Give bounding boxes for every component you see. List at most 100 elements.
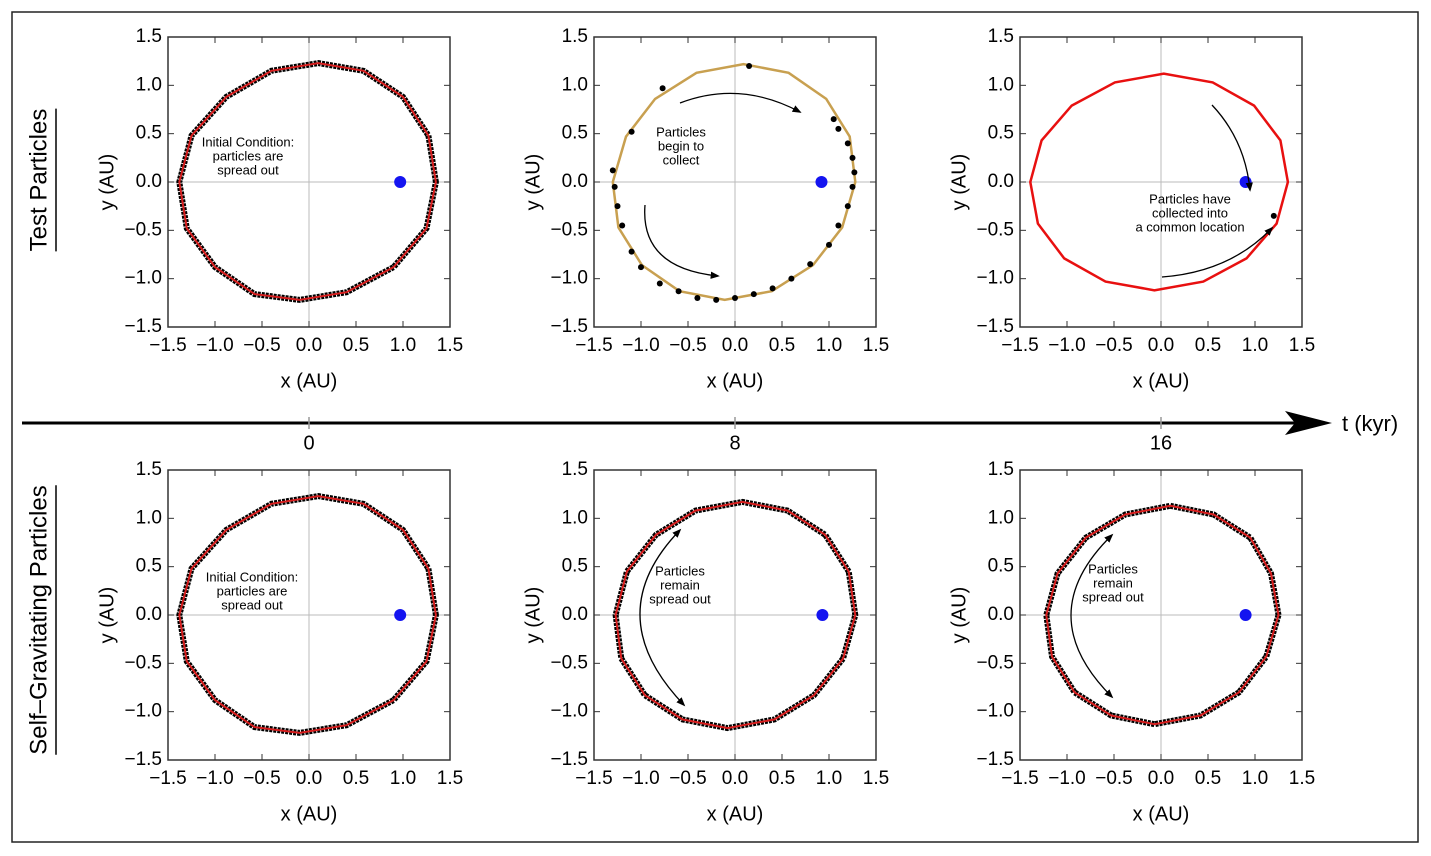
x-tick-label: 1.5 [1289,335,1315,356]
x-tick-label: 0.0 [722,335,748,356]
y-label-group: y (AU) [522,587,544,644]
x-tick-label: −1.0 [1048,768,1086,789]
x-tick-label: −1.5 [149,768,187,789]
annotation-arrow [639,528,686,707]
annotation: spread out [221,597,283,612]
row-label-group: Test Particles [25,108,57,252]
x-axis-label: x (AU) [707,803,764,825]
y-label-group: y (AU) [522,154,544,211]
y-tick-label: 0.0 [562,604,588,625]
y-tick-label: −1.5 [124,749,162,770]
particle [807,261,814,268]
particle [628,128,635,135]
y-tick-label: −1.0 [976,268,1014,289]
y-tick-label: −1.0 [550,701,588,722]
particle [732,295,738,301]
y-tick-label: −1.0 [124,268,162,289]
particle [694,295,701,301]
x-tick-label: −0.5 [1095,335,1133,356]
y-tick-label: −1.5 [976,749,1014,770]
y-tick-label: −0.5 [550,219,588,240]
orbit [178,62,437,301]
orbit [611,62,857,302]
particle [656,280,663,287]
x-tick-label: 1.0 [1242,335,1268,356]
y-tick-label: −1.5 [550,749,588,770]
annotation: particles are [217,583,288,598]
particle [675,288,682,295]
panel: −1.5 −1.0 −0.5 0.0 0.5 1.0 1.5 −1.5 −1.0 −0.5 0.0 0… [96,459,463,825]
x-tick-label: 1.5 [437,335,463,356]
y-tick-label: −0.5 [976,219,1014,240]
annotation: particles are [213,148,284,163]
particle [844,203,851,210]
annotation-arrow [1070,533,1114,699]
particle [638,264,644,271]
annotation: Particles [1088,561,1138,576]
x-axis-label: x (AU) [1133,370,1190,392]
annotation: collect [663,152,700,167]
annotation-arrow [1161,226,1274,278]
figure-border [11,11,1419,843]
particle [628,248,635,255]
y-tick-label: 0.5 [562,123,588,144]
x-tick-label: −0.5 [1095,768,1133,789]
annotation: begin to [658,138,704,153]
particle [788,275,795,282]
x-axis-label: x (AU) [281,370,338,392]
y-tick-label: 0.0 [988,171,1014,192]
y-label-group: y (AU) [96,154,118,211]
x-tick-label: −1.0 [196,335,234,356]
y-tick-label: −0.5 [550,652,588,673]
y-tick-label: 0.5 [988,123,1014,144]
y-tick-label: −1.0 [976,701,1014,722]
x-tick-label: 0.0 [1148,335,1174,356]
x-tick-label: 0.0 [722,768,748,789]
y-axis-label: y (AU) [948,587,970,644]
x-tick-label: 0.5 [1195,768,1221,789]
time-tick-label: 16 [1150,432,1172,454]
particle [614,203,621,210]
annotation: remain [660,577,700,592]
x-tick-label: −1.5 [1001,768,1039,789]
annotation: Particles [655,563,705,578]
y-tick-label: −1.5 [124,316,162,337]
y-axis-label: y (AU) [96,154,118,211]
annotation: a common location [1135,219,1244,234]
particle [849,183,856,190]
particle [849,154,856,161]
particle [746,63,753,69]
particle [619,222,626,229]
y-tick-label: 0.0 [988,604,1014,625]
y-axis-label: y (AU) [948,154,970,211]
y-tick-label: −1.0 [124,701,162,722]
y-tick-label: 1.5 [988,26,1014,47]
star [394,176,407,188]
x-tick-label: −1.0 [1048,335,1086,356]
y-tick-label: −0.5 [124,652,162,673]
y-tick-label: 1.5 [562,26,588,47]
y-label-group: y (AU) [948,587,970,644]
annotation: collected into [1152,205,1228,220]
y-label-group: y (AU) [948,154,970,211]
annotation: remain [1093,575,1133,590]
orbit [614,500,857,730]
y-tick-label: 1.0 [988,507,1014,528]
y-tick-label: 1.5 [562,459,588,480]
row-label: Self–Gravitating Particles [25,485,52,754]
x-axis-label: x (AU) [1133,803,1190,825]
y-axis-label: y (AU) [522,587,544,644]
y-tick-label: 0.0 [136,604,162,625]
y-tick-label: −0.5 [124,219,162,240]
particle [611,183,618,190]
x-tick-label: 1.0 [390,768,416,789]
x-tick-label: 1.0 [816,335,842,356]
annotation-arrow [1211,104,1253,192]
particle [835,222,842,229]
x-tick-label: 0.0 [1148,768,1174,789]
annotation: Particles have [1149,191,1231,206]
panel: −1.5 −1.0 −0.5 0.0 0.5 1.0 1.5 −1.5 −1.0 −0.5 0.0 0… [96,26,463,392]
y-tick-label: 1.0 [136,507,162,528]
